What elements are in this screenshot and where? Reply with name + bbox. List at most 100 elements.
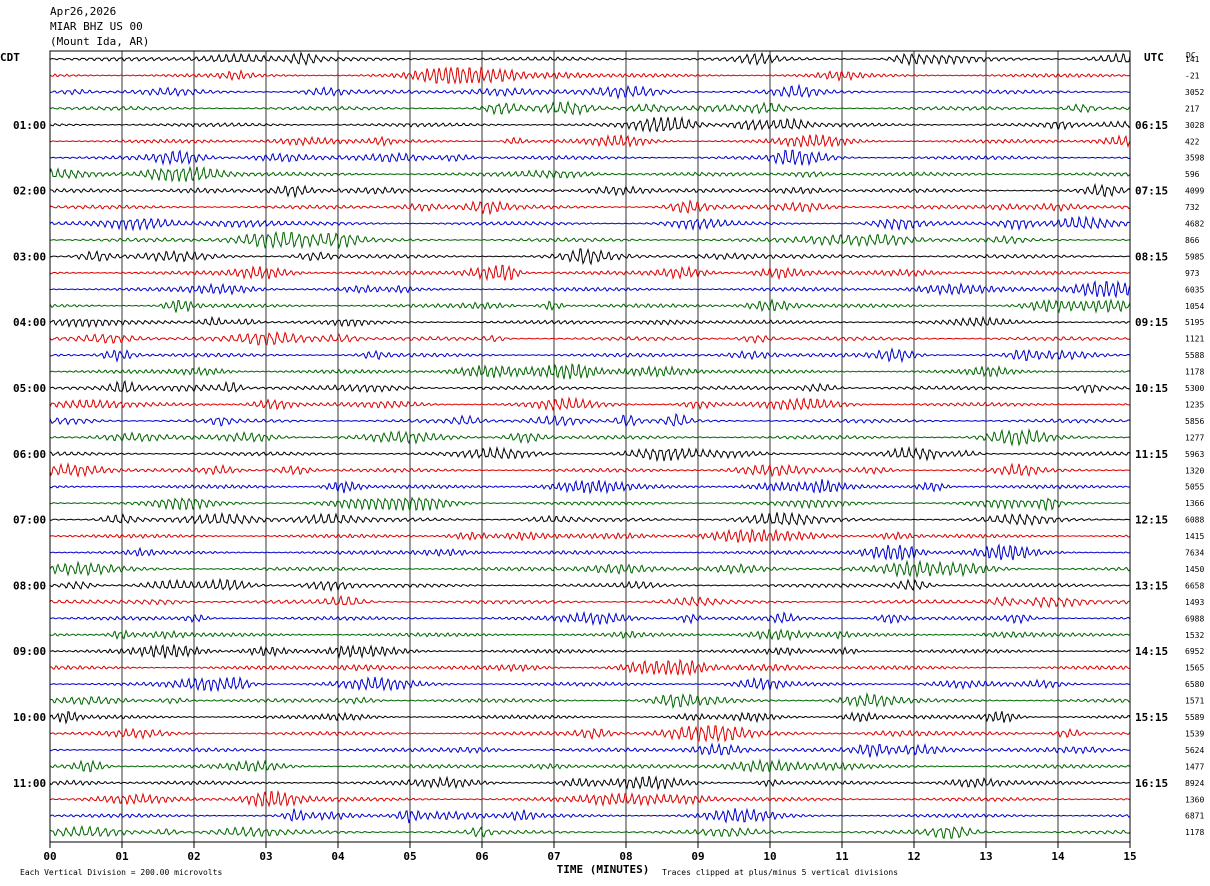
cdt-hour-label: 09:00 — [13, 645, 46, 658]
dc-offset-label: 4682 — [1185, 220, 1204, 229]
dc-offset-label: 1565 — [1185, 664, 1204, 673]
seismogram-trace — [49, 66, 1131, 85]
seismogram-trace — [49, 644, 1131, 659]
utc-hour-label: 08:15 — [1135, 250, 1168, 263]
dc-offset-label: 5589 — [1185, 713, 1204, 722]
x-tick-label: 02 — [187, 850, 200, 863]
x-tick-label: 04 — [331, 850, 345, 863]
seismogram-trace — [49, 427, 1131, 447]
dc-offset-label: 3052 — [1185, 88, 1204, 97]
dc-offset-label: 5856 — [1185, 417, 1204, 426]
x-axis-title: TIME (MINUTES) — [557, 863, 650, 876]
dc-offset-label: 6088 — [1185, 516, 1204, 525]
station-label: MIAR BHZ US 00 — [50, 20, 143, 33]
dc-offset-label: 1178 — [1185, 368, 1204, 377]
x-tick-label: 10 — [763, 850, 776, 863]
seismogram-trace — [49, 363, 1131, 380]
seismogram-trace — [50, 543, 1131, 562]
dc-offset-label: 5195 — [1185, 318, 1204, 327]
seismogram-trace — [49, 628, 1131, 642]
seismogram-trace — [49, 725, 1131, 743]
dc-offset-label: 5985 — [1185, 252, 1204, 261]
seismogram-trace — [49, 496, 1131, 512]
cdt-title: CDT — [0, 51, 20, 64]
utc-hour-label: 12:15 — [1135, 514, 1168, 527]
seismogram-trace — [49, 215, 1131, 232]
seismogram-trace — [49, 825, 1131, 840]
dc-offset-label: 217 — [1185, 104, 1200, 113]
dc-offset-label: 4099 — [1185, 187, 1204, 196]
seismogram-trace — [49, 115, 1131, 133]
seismogram-trace — [49, 330, 1131, 346]
seismogram-trace — [49, 100, 1131, 116]
date-label: Apr26,2026 — [50, 5, 117, 18]
dc-offset-label: 5588 — [1185, 351, 1204, 360]
seismogram-trace — [49, 807, 1131, 824]
x-tick-label: 00 — [43, 850, 56, 863]
cdt-hour-label: 01:00 — [13, 119, 46, 132]
utc-hour-label: 15:15 — [1135, 711, 1168, 724]
seismogram-trace — [49, 775, 1131, 791]
seismogram-trace — [49, 462, 1131, 478]
location-label: (Mount Ida, AR) — [50, 35, 150, 48]
seismogram-trace — [49, 445, 1131, 463]
seismogram-trace — [49, 711, 1131, 725]
seismogram-trace — [49, 577, 1130, 593]
dc-offset-label: 6658 — [1185, 581, 1204, 590]
dc-offset-label: 1360 — [1185, 795, 1204, 804]
seismogram-trace — [49, 559, 1131, 579]
clip-note: Traces clipped at plus/minus 5 vertical … — [662, 868, 898, 877]
cdt-hour-label: 08:00 — [13, 579, 46, 592]
x-tick-label: 07 — [547, 850, 560, 863]
cdt-hour-label: 03:00 — [13, 250, 46, 263]
utc-hour-label: 06:15 — [1135, 119, 1168, 132]
dc-offset-label: 5055 — [1185, 483, 1204, 492]
utc-hour-label: 10:15 — [1135, 382, 1168, 395]
dc-offset-label: 6580 — [1185, 680, 1204, 689]
x-tick-label: 03 — [259, 850, 272, 863]
seismogram-trace — [50, 692, 1131, 710]
dc-offset-label: 3598 — [1185, 154, 1204, 163]
utc-title: UTC — [1144, 51, 1164, 64]
utc-hour-label: 16:15 — [1135, 777, 1168, 790]
seismogram-trace — [49, 133, 1131, 149]
seismogram-trace — [49, 610, 1131, 627]
x-tick-label: 06 — [475, 850, 489, 863]
seismogram-trace — [49, 264, 1130, 282]
x-tick-label: 11 — [835, 850, 849, 863]
scale-note: Each Vertical Division = 200.00 microvol… — [20, 868, 222, 877]
seismogram-trace — [49, 742, 1131, 758]
dc-offset-label: 7634 — [1185, 549, 1204, 558]
axes — [49, 50, 1131, 848]
seismogram-trace — [50, 658, 1130, 677]
seismogram-trace — [49, 183, 1131, 199]
seismogram-trace — [50, 789, 1131, 808]
dc-offset-label: 866 — [1185, 236, 1200, 245]
dc-offset-label: 1571 — [1185, 697, 1204, 706]
dc-offset-label: 1493 — [1185, 598, 1204, 607]
dc-offset-label: 3028 — [1185, 121, 1204, 130]
dc-offset-label: 5300 — [1185, 384, 1204, 393]
seismogram-trace — [49, 199, 1131, 216]
x-tick-label: 05 — [403, 850, 416, 863]
dc-offset-label: 6871 — [1185, 812, 1204, 821]
axis-labels: 141 -21 3052 217 3028 422 3598 596 4099 732 4682 86… — [0, 51, 1204, 877]
dc-offset-label: 1054 — [1185, 302, 1204, 311]
seismogram-trace — [49, 380, 1131, 395]
grid-lines — [121, 51, 1059, 842]
cdt-hour-label: 07:00 — [13, 514, 46, 527]
x-tick-label: 12 — [907, 850, 920, 863]
dc-offset-label: 6035 — [1185, 285, 1204, 294]
x-tick-label: 13 — [979, 850, 992, 863]
dc-offset-label: 422 — [1185, 137, 1200, 146]
cdt-hour-label: 02:00 — [13, 185, 46, 198]
dc-offset-label: 1277 — [1185, 433, 1204, 442]
x-tick-label: 08 — [619, 850, 632, 863]
dc-offset-label: -21 — [1185, 71, 1200, 80]
dc-offset-label: 1121 — [1185, 335, 1204, 344]
seismogram-trace — [49, 83, 1131, 100]
x-tick-label: 14 — [1051, 850, 1065, 863]
seismogram-trace — [49, 315, 1131, 329]
dc-offset-label: 5624 — [1185, 746, 1204, 755]
